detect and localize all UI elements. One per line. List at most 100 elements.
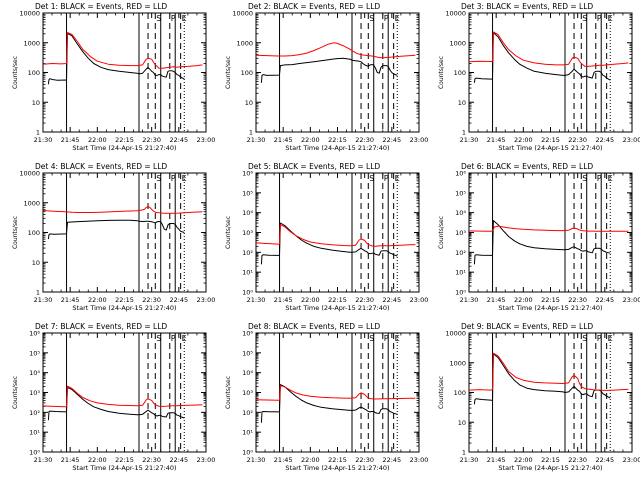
marker-p: P xyxy=(171,14,176,23)
panel-det-3: Det 3: BLACK = Events, RED = LLD 1 10 100 10… xyxy=(438,2,640,152)
plot-frame xyxy=(468,332,633,453)
y-tick-label: 10000 xyxy=(19,170,40,178)
x-tick-label: 22:00 xyxy=(88,136,107,144)
panel-det-6: Det 6: BLACK = Events, RED = LLD 10⁰ 10¹ 10… xyxy=(438,162,640,312)
marker-p: P xyxy=(597,14,602,23)
series-lld xyxy=(469,31,629,67)
y-axis-label: Counts/sec xyxy=(12,56,19,89)
panel-title: Det 4: BLACK = Events, RED = LLD xyxy=(35,162,167,171)
y-tick-label: 10² xyxy=(29,409,40,417)
y-tick-label: 10000 xyxy=(445,10,466,18)
y-tick-label: 10 xyxy=(458,99,466,107)
marker-s: S xyxy=(156,14,161,23)
y-tick-label: 1 xyxy=(36,289,40,297)
y-axis-label: Counts/sec xyxy=(438,56,445,89)
y-tick-label: 10³ xyxy=(242,229,253,237)
y-tick-label: 10⁴ xyxy=(242,369,253,377)
series-events xyxy=(473,220,611,265)
x-tick-label: 22:30 xyxy=(355,456,374,464)
series-events xyxy=(473,353,611,405)
x-tick-label: 21:45 xyxy=(61,456,80,464)
x-axis-label: Start Time (24-Apr-15 21:27:40) xyxy=(72,464,176,472)
y-tick-label: 1000 xyxy=(23,39,40,47)
y-tick-label: 1 xyxy=(249,129,253,137)
marker-p: P xyxy=(597,174,602,183)
y-tick-label: 10⁶ xyxy=(455,170,466,178)
y-tick-label: 1000 xyxy=(449,359,466,367)
panel-det-1: Det 1: BLACK = Events, RED = LLD 1 10 100 10… xyxy=(12,2,215,152)
x-tick-label: 21:30 xyxy=(247,456,266,464)
x-tick-label: 22:00 xyxy=(88,456,107,464)
y-axis-label: Counts/sec xyxy=(12,216,19,249)
panel-title: Det 9: BLACK = Events, RED = LLD xyxy=(461,322,593,331)
y-tick-label: 10³ xyxy=(455,229,466,237)
x-tick-label: 21:45 xyxy=(61,296,80,304)
y-tick-label: 10² xyxy=(455,249,466,257)
series-events xyxy=(260,57,398,83)
y-tick-label: 10⁶ xyxy=(242,170,253,178)
marker-e: E xyxy=(608,174,613,183)
y-tick-label: 10¹ xyxy=(242,269,253,277)
x-tick-label: 23:00 xyxy=(410,296,429,304)
x-tick-label: 22:45 xyxy=(382,136,401,144)
x-tick-label: 22:45 xyxy=(595,296,614,304)
x-tick-label: 22:30 xyxy=(355,136,374,144)
x-tick-label: 22:30 xyxy=(142,136,161,144)
marker-s: S xyxy=(582,174,587,183)
x-tick-label: 22:15 xyxy=(328,456,347,464)
x-tick-label: 22:00 xyxy=(514,456,533,464)
series-events xyxy=(47,219,185,240)
series-lld xyxy=(43,32,203,69)
x-tick-label: 22:45 xyxy=(169,456,188,464)
x-tick-label: 21:30 xyxy=(34,296,53,304)
y-tick-label: 10000 xyxy=(445,330,466,338)
x-tick-label: 22:30 xyxy=(142,296,161,304)
x-tick-label: 23:00 xyxy=(410,136,429,144)
y-tick-label: 10³ xyxy=(242,389,253,397)
x-tick-label: 21:45 xyxy=(274,136,293,144)
marker-s: S xyxy=(156,334,161,343)
marker-p: P xyxy=(384,14,389,23)
marker-s: S xyxy=(582,334,587,343)
y-tick-label: 1 xyxy=(462,449,466,457)
y-tick-label: 10 xyxy=(245,99,253,107)
y-tick-label: 10⁴ xyxy=(242,209,253,217)
y-tick-label: 10⁰ xyxy=(242,289,253,297)
y-tick-label: 10¹ xyxy=(242,429,253,437)
series-lld xyxy=(43,385,203,408)
x-tick-label: 22:00 xyxy=(514,136,533,144)
marker-p: P xyxy=(384,174,389,183)
marker-s: S xyxy=(156,174,161,183)
y-axis-label: Counts/sec xyxy=(225,56,232,89)
y-tick-label: 10 xyxy=(458,419,466,427)
panel-title: Det 8: BLACK = Events, RED = LLD xyxy=(248,322,380,331)
series-lld xyxy=(43,206,203,214)
series-events xyxy=(47,386,185,421)
x-axis-label: Start Time (24-Apr-15 21:27:40) xyxy=(72,144,176,152)
y-tick-label: 10⁵ xyxy=(29,349,40,357)
x-tick-label: 22:15 xyxy=(115,136,134,144)
x-tick-label: 23:00 xyxy=(410,456,429,464)
y-tick-label: 10¹ xyxy=(29,429,40,437)
x-tick-label: 23:00 xyxy=(623,296,640,304)
y-tick-label: 10000 xyxy=(232,10,253,18)
x-axis-label: Start Time (24-Apr-15 21:27:40) xyxy=(498,304,602,312)
marker-p: P xyxy=(384,334,389,343)
x-tick-label: 23:00 xyxy=(623,456,640,464)
y-tick-label: 1000 xyxy=(236,39,253,47)
x-tick-label: 22:00 xyxy=(88,296,107,304)
marker-e: E xyxy=(395,14,400,23)
y-tick-label: 10000 xyxy=(19,10,40,18)
marker-s: S xyxy=(582,14,587,23)
y-tick-label: 100 xyxy=(454,69,466,77)
y-axis-label: Counts/sec xyxy=(225,216,232,249)
x-tick-label: 23:00 xyxy=(197,136,216,144)
x-tick-label: 23:00 xyxy=(197,296,216,304)
x-tick-label: 22:30 xyxy=(142,456,161,464)
y-tick-label: 10 xyxy=(32,99,40,107)
panel-det-2: Det 2: BLACK = Events, RED = LLD 1 10 100 10… xyxy=(225,2,428,152)
x-tick-label: 22:45 xyxy=(169,296,188,304)
x-tick-label: 22:00 xyxy=(301,456,320,464)
panel-det-5: Det 5: BLACK = Events, RED = LLD 10⁰ 10¹ 10… xyxy=(225,162,428,312)
x-tick-label: 21:30 xyxy=(460,456,479,464)
